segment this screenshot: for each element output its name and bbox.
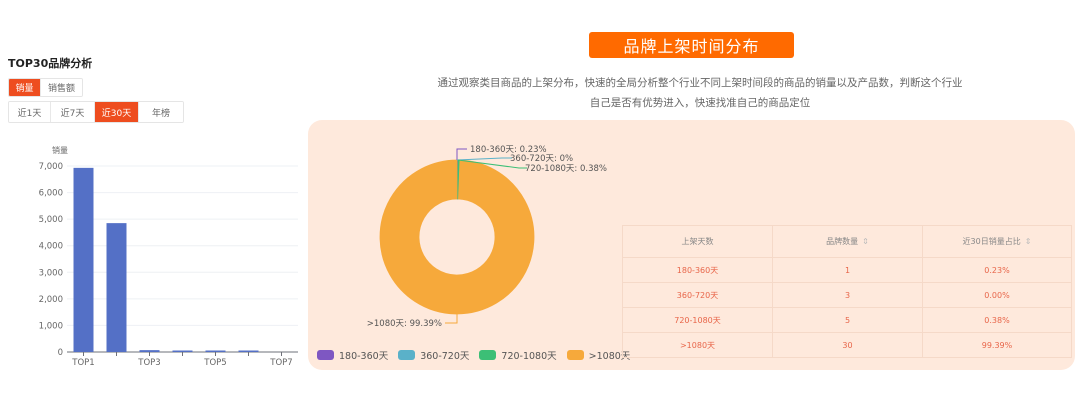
svg-text:TOP7: TOP7 xyxy=(269,358,292,368)
metric-tab-group: 销量 销售额 xyxy=(8,78,83,97)
tab-last-7-days[interactable]: 近7天 xyxy=(51,102,95,122)
cell-listing-days: 180-360天 xyxy=(622,257,773,283)
svg-text:销量: 销量 xyxy=(52,145,68,155)
legend-swatch-icon xyxy=(566,350,584,360)
cell-sales-share: 0.00% xyxy=(922,282,1072,308)
svg-text:7,000: 7,000 xyxy=(39,162,63,172)
donut-chart-canvas: 180-360天: 0.23%360-720天: 0%720-1080天: 0.… xyxy=(367,145,607,329)
tab-last-1-day[interactable]: 近1天 xyxy=(9,102,51,122)
svg-text:0: 0 xyxy=(58,348,63,358)
svg-text:TOP3: TOP3 xyxy=(137,358,160,368)
header-listing-days: 上架天数 xyxy=(622,225,773,258)
table-header-row: 上架天数 品牌数量 ⇕ 近30日销量占比 ⇕ xyxy=(622,225,1072,258)
svg-text:2,000: 2,000 xyxy=(39,295,63,305)
tab-last-30-days[interactable]: 近30天 xyxy=(95,102,139,122)
cell-sales-share: 0.38% xyxy=(922,307,1072,333)
cell-sales-share: 99.39% xyxy=(922,332,1072,358)
svg-text:720-1080天: 0.38%: 720-1080天: 0.38% xyxy=(525,164,607,174)
tab-sales-amount[interactable]: 销售额 xyxy=(41,79,82,96)
top30-brand-title: TOP30品牌分析 xyxy=(8,57,93,70)
sort-icon[interactable]: ⇕ xyxy=(862,237,869,246)
cell-brand-count: 30 xyxy=(772,332,923,358)
header-brand-count[interactable]: 品牌数量 ⇕ xyxy=(772,225,923,258)
cell-brand-count: 3 xyxy=(772,282,923,308)
legend-item-over-1080[interactable]: >1080天 xyxy=(566,348,631,362)
legend-label: 360-720天 xyxy=(420,351,470,362)
description-line-1: 通过观察类目商品的上架分布，快速的全局分析整个行业不同上架时间段的商品的销量以及… xyxy=(437,77,963,89)
section-description: 通过观察类目商品的上架分布，快速的全局分析整个行业不同上架时间段的商品的销量以及… xyxy=(390,73,1010,113)
svg-text:3,000: 3,000 xyxy=(39,268,63,278)
svg-text:TOP5: TOP5 xyxy=(203,358,226,368)
legend-label: 180-360天 xyxy=(339,351,389,362)
legend-swatch-icon xyxy=(398,350,416,360)
legend-label: 720-1080天 xyxy=(501,351,557,362)
svg-text:TOP1: TOP1 xyxy=(71,358,94,368)
top30-bar-chart: 销量 0 1,000 2,000 3,000 4,000 5,000 6,000 7,000 TO… xyxy=(0,135,310,375)
svg-text:1,000: 1,000 xyxy=(39,321,63,331)
tab-sales-volume[interactable]: 销量 xyxy=(9,79,41,96)
bar-chart-canvas: 销量 0 1,000 2,000 3,000 4,000 5,000 6,000 7,000 TO… xyxy=(39,145,298,368)
table-row: 720-1080天 5 0.38% xyxy=(622,307,1072,333)
header-sales-share[interactable]: 近30日销量占比 ⇕ xyxy=(922,225,1072,258)
donut-legend: 180-360天 360-720天 720-1080天 >1080天 xyxy=(317,348,630,362)
svg-text:4,000: 4,000 xyxy=(39,242,63,252)
table-row: 180-360天 1 0.23% xyxy=(622,257,1072,283)
svg-text:5,000: 5,000 xyxy=(39,215,63,225)
legend-item-180-360[interactable]: 180-360天 xyxy=(317,348,388,362)
legend-swatch-icon xyxy=(317,350,334,360)
svg-text:6,000: 6,000 xyxy=(39,189,63,199)
period-tab-group: 近1天 近7天 近30天 年榜 xyxy=(8,101,184,123)
cell-listing-days: >1080天 xyxy=(622,332,773,358)
sort-icon[interactable]: ⇕ xyxy=(1024,237,1032,246)
legend-item-360-720[interactable]: 360-720天 xyxy=(398,348,469,362)
cell-listing-days: 720-1080天 xyxy=(622,307,773,333)
description-line-2: 自己是否有优势进入，快速找准自己的商品定位 xyxy=(589,97,811,109)
legend-item-720-1080[interactable]: 720-1080天 xyxy=(479,348,557,362)
cell-brand-count: 1 xyxy=(772,257,923,283)
cell-sales-share: 0.23% xyxy=(922,257,1072,283)
distribution-table: 上架天数 品牌数量 ⇕ 近30日销量占比 ⇕ 180-360天 1 0.23% 36… xyxy=(622,225,1072,358)
legend-label: >1080天 xyxy=(588,351,631,362)
svg-text:360-720天: 0%: 360-720天: 0% xyxy=(510,154,573,164)
listing-time-donut-chart: 180-360天: 0.23% 360-720天: 0% 720-1080天: 0.… xyxy=(308,120,628,370)
svg-text:>1080天: 99.39%: >1080天: 99.39% xyxy=(367,319,442,329)
cell-listing-days: 360-720天 xyxy=(622,282,773,308)
svg-text:180-360天: 0.23%: 180-360天: 0.23% xyxy=(470,145,547,155)
section-title-badge: 品牌上架时间分布 xyxy=(589,32,794,58)
legend-swatch-icon xyxy=(479,350,497,360)
table-row: >1080天 30 99.39% xyxy=(622,332,1072,358)
cell-brand-count: 5 xyxy=(772,307,923,333)
tab-yearly[interactable]: 年榜 xyxy=(139,102,183,122)
table-row: 360-720天 3 0.00% xyxy=(622,282,1072,308)
